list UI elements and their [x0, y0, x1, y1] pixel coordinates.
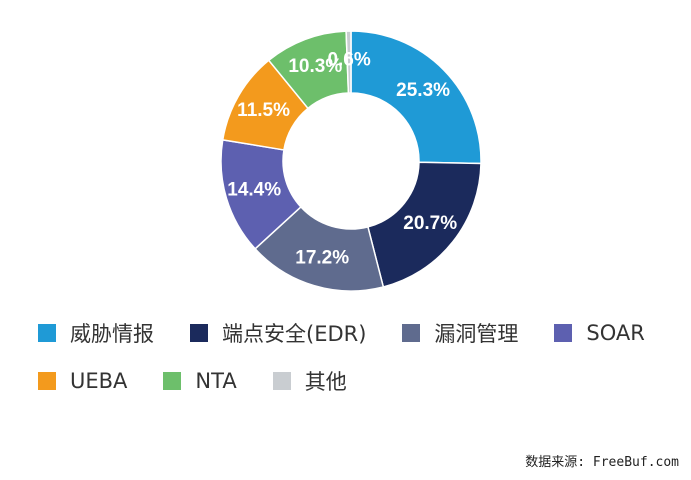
slice-value-label: 20.7%	[403, 213, 457, 234]
legend-swatch	[163, 372, 182, 390]
legend-item-vuln-mgmt: 漏洞管理	[402, 318, 518, 348]
data-source: 数据来源: FreeBuf.com	[525, 455, 679, 470]
legend-label: 漏洞管理	[434, 322, 519, 346]
legend-swatch	[272, 372, 291, 390]
legend-item-other: 其他	[272, 366, 347, 396]
legend-item-soar: SOAR	[554, 321, 645, 345]
legend-item-edr: 端点安全(EDR)	[190, 318, 366, 348]
donut-slice-2	[366, 161, 482, 288]
legend-label: NTA	[195, 369, 237, 393]
legend: 威胁情报 端点安全(EDR) 漏洞管理 SOAR UEBA NTA 其他	[38, 318, 678, 414]
legend-label: 端点安全(EDR)	[222, 322, 367, 346]
legend-swatch	[38, 372, 56, 390]
slice-value-label: 11.5%	[237, 100, 290, 121]
slice-value-label: 25.3%	[396, 80, 450, 101]
legend-swatch	[402, 324, 421, 342]
slice-value-label: 0.6%	[327, 50, 370, 71]
legend-label: 其他	[304, 370, 347, 394]
donut-slice-1	[350, 30, 482, 165]
legend-row-2: UEBA NTA 其他	[38, 366, 678, 396]
legend-swatch	[554, 324, 573, 342]
legend-row-1: 威胁情报 端点安全(EDR) 漏洞管理 SOAR	[38, 318, 678, 348]
legend-swatch	[38, 324, 56, 342]
legend-item-ueba: UEBA	[38, 369, 127, 393]
slice-value-label: 17.2%	[295, 247, 349, 268]
legend-item-nta: NTA	[163, 369, 237, 393]
legend-label: UEBA	[70, 369, 128, 393]
legend-label: 威胁情报	[70, 322, 154, 346]
slice-value-label: 14.4%	[227, 179, 281, 200]
donut-slice-7	[345, 30, 352, 94]
legend-item-threat-intel: 威胁情报	[38, 318, 154, 348]
legend-label: SOAR	[586, 321, 645, 345]
slice-value-label: 10.3%	[288, 56, 342, 77]
legend-swatch	[190, 324, 208, 342]
